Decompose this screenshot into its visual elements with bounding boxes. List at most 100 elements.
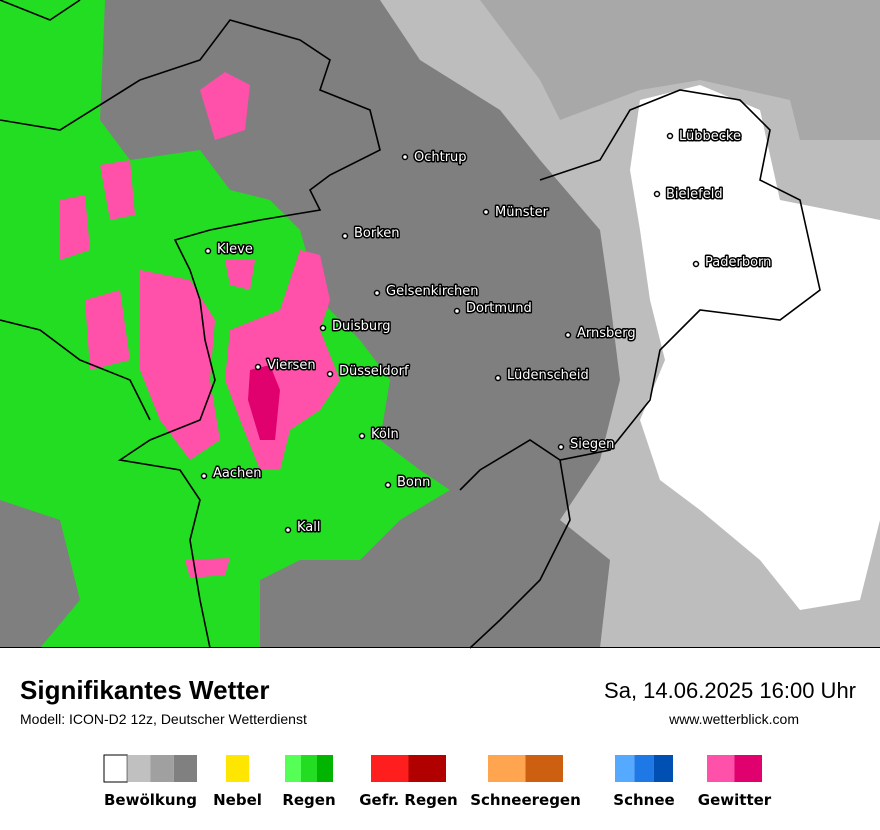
legend-label: Schnee xyxy=(613,791,674,809)
city: Duisburg xyxy=(319,318,392,336)
legend-swatch xyxy=(734,755,762,782)
city-label: Bonn xyxy=(397,475,430,490)
city-dot xyxy=(692,260,700,268)
legend-swatch xyxy=(103,754,128,783)
legend-swatch xyxy=(653,755,673,782)
legend-swatch xyxy=(707,755,735,782)
legend-label: Regen xyxy=(282,791,335,809)
city-label: Düsseldorf xyxy=(339,364,409,379)
legend-swatch xyxy=(150,755,174,782)
city-dot xyxy=(494,374,502,382)
city-dot xyxy=(653,190,661,198)
city: Köln xyxy=(358,426,400,444)
city-dot xyxy=(666,132,674,140)
city-dot xyxy=(341,232,349,240)
city-label: Aachen xyxy=(213,466,261,481)
city: Arnsberg xyxy=(564,325,637,343)
legend-swatch xyxy=(317,755,333,782)
city: Münster xyxy=(482,204,550,222)
legend-swatch xyxy=(127,755,151,782)
model: Modell: ICON-D2 12z, Deutscher Wetterdie… xyxy=(20,711,307,727)
city-label: Lüdenscheid xyxy=(507,368,589,383)
legend-swatch xyxy=(173,755,197,782)
city: Lüdenscheid xyxy=(494,367,590,385)
cities: Lübbecke Ochtrup Bielefeld Münster Borke… xyxy=(200,128,773,537)
cloud-patch xyxy=(0,500,80,648)
legend-swatch xyxy=(371,755,409,782)
city-dot xyxy=(482,208,490,216)
thunderstorm xyxy=(60,72,340,578)
city-dot xyxy=(254,363,262,371)
city: Siegen xyxy=(557,436,616,454)
country-border xyxy=(0,0,81,21)
city: Gelsenkirchen xyxy=(373,283,480,301)
city-label: Borken xyxy=(354,226,400,241)
datetime: Sa, 14.06.2025 16:00 Uhr xyxy=(604,678,856,703)
legend-label: Gefr. Regen xyxy=(359,791,458,809)
legend-swatch xyxy=(525,755,563,782)
city-dot xyxy=(319,324,327,332)
city-dot xyxy=(557,443,565,451)
city: Dortmund xyxy=(453,300,533,318)
city-label: Bielefeld xyxy=(666,187,723,202)
city-label: Duisburg xyxy=(332,319,391,334)
city-label: Gelsenkirchen xyxy=(386,284,479,299)
city-dot xyxy=(284,526,292,534)
city: Düsseldorf xyxy=(326,363,410,381)
city-label: Kall xyxy=(297,520,321,535)
mid-cloud xyxy=(480,0,880,140)
city: Bielefeld xyxy=(653,186,724,204)
legend-label: Bewölkung xyxy=(104,791,197,809)
state-border xyxy=(459,89,821,491)
city-dot xyxy=(453,307,461,315)
city-label: Siegen xyxy=(570,437,614,452)
legend-swatch xyxy=(301,755,317,782)
city-dot xyxy=(373,289,381,297)
legend-label: Gewitter xyxy=(698,791,772,809)
city-label: Ochtrup xyxy=(414,150,467,165)
city-label: Münster xyxy=(495,205,549,220)
legend-label: Schneeregen xyxy=(470,791,581,809)
city: Kleve xyxy=(204,241,254,259)
city-dot xyxy=(358,432,366,440)
city: Bonn xyxy=(384,474,432,492)
city-dot xyxy=(401,153,409,161)
title: Signifikantes Wetter xyxy=(20,675,269,705)
city: Paderborn xyxy=(692,254,773,272)
legend-swatch xyxy=(226,755,249,782)
state-border xyxy=(469,459,571,649)
footer: Signifikantes Wetter Modell: ICON-D2 12z… xyxy=(20,675,856,809)
city-label: Köln xyxy=(371,427,399,442)
legend-swatch xyxy=(408,755,446,782)
map: Lübbecke Ochtrup Bielefeld Münster Borke… xyxy=(0,0,880,649)
rain xyxy=(0,0,450,648)
city-dot xyxy=(564,331,572,339)
severe-thunderstorm xyxy=(248,365,280,440)
city-dot xyxy=(200,472,208,480)
city-label: Paderborn xyxy=(705,255,771,270)
city: Aachen xyxy=(200,465,263,483)
city-label: Kleve xyxy=(217,242,253,257)
city-label: Viersen xyxy=(267,358,316,373)
legend-swatch xyxy=(488,755,526,782)
legend-swatch xyxy=(634,755,654,782)
city: Viersen xyxy=(254,357,317,375)
city-label: Dortmund xyxy=(466,301,532,316)
city-label: Lübbecke xyxy=(679,129,741,144)
city-dot xyxy=(204,247,212,255)
legend: Bewölkung Nebel Regen Gefr. Regen Schneerege… xyxy=(103,754,772,809)
clear-sky xyxy=(630,85,880,610)
city: Lübbecke xyxy=(666,128,742,146)
city-dot xyxy=(384,481,392,489)
country-border xyxy=(0,19,381,649)
country-border xyxy=(0,319,151,421)
city-dot xyxy=(326,370,334,378)
city: Ochtrup xyxy=(401,149,468,167)
city-label: Arnsberg xyxy=(577,326,636,341)
website: www.wetterblick.com xyxy=(668,711,799,727)
legend-label: Nebel xyxy=(213,791,262,809)
legend-swatch xyxy=(285,755,301,782)
city: Kall xyxy=(284,519,322,537)
city: Borken xyxy=(341,225,401,243)
